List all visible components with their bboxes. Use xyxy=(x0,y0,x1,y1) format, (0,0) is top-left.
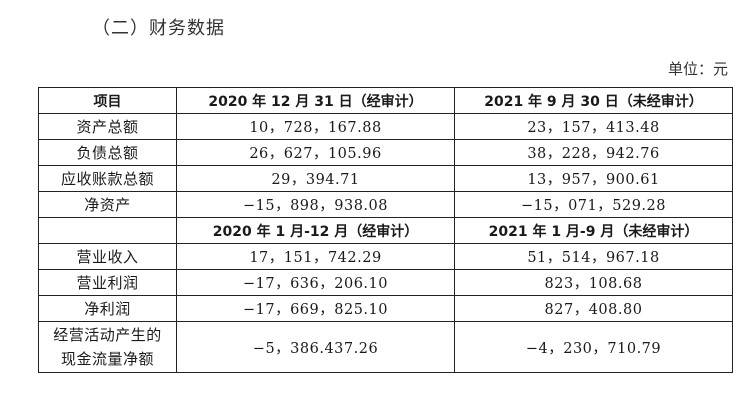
row-value-2: 13，957，900.61 xyxy=(454,165,733,192)
row-value-1: −5，386.437.26 xyxy=(176,321,455,373)
row-label: 净资产 xyxy=(38,191,177,218)
row-value-2: 38，228，942.76 xyxy=(454,139,733,166)
row-label: 营业利润 xyxy=(38,269,177,296)
row-label: 应收账款总额 xyxy=(38,165,177,192)
table-subheader-row: 2020 年 1 月-12 月（经审计） 2021 年 1 月-9 月（未经审计… xyxy=(38,217,733,244)
row-value-2: 51，514，967.18 xyxy=(454,243,733,270)
row-value-2: −15，071，529.28 xyxy=(454,191,733,218)
row-value-1: −17，636，206.10 xyxy=(176,269,455,296)
row-label: 净利润 xyxy=(38,295,177,322)
financial-data-table: 项目 2020 年 12 月 31 日（经审计） 2021 年 9 月 30 日… xyxy=(38,87,733,373)
row-label: 营业收入 xyxy=(38,243,177,270)
table-row: 净资产 −15，898，938.08 −15，071，529.28 xyxy=(38,191,733,218)
table-row: 营业利润 −17，636，206.10 823，108.68 xyxy=(38,269,733,296)
subheader-period-2: 2021 年 1 月-9 月（未经审计） xyxy=(454,217,733,244)
row-label: 负债总额 xyxy=(38,139,177,166)
section-heading: （二）财务数据 xyxy=(92,18,225,39)
row-value-2: 23，157，413.48 xyxy=(454,113,733,140)
row-label-line-1: 经营活动产生的 xyxy=(53,326,162,344)
header-period-1: 2020 年 12 月 31 日（经审计） xyxy=(176,87,455,114)
table-row: 负债总额 26，627，105.96 38，228，942.76 xyxy=(38,139,733,166)
row-label: 经营活动产生的 现金流量净额 xyxy=(38,321,177,373)
row-value-1: −17，669，825.10 xyxy=(176,295,455,322)
table-row: 应收账款总额 29，394.71 13，957，900.61 xyxy=(38,165,733,192)
header-item: 项目 xyxy=(38,87,177,114)
row-label: 资产总额 xyxy=(38,113,177,140)
row-value-1: 26，627，105.96 xyxy=(176,139,455,166)
row-value-1: 17，151，742.29 xyxy=(176,243,455,270)
row-value-2: 823，108.68 xyxy=(454,269,733,296)
row-value-1: 29，394.71 xyxy=(176,165,455,192)
table-row: 净利润 −17，669，825.10 827，408.80 xyxy=(38,295,733,322)
subheader-empty xyxy=(38,217,177,244)
header-period-2: 2021 年 9 月 30 日（未经审计） xyxy=(454,87,733,114)
unit-label: 单位：元 xyxy=(667,60,728,78)
row-value-2: −4，230，710.79 xyxy=(454,321,733,373)
row-value-1: 10，728，167.88 xyxy=(176,113,455,140)
row-label-line-2: 现金流量净额 xyxy=(60,350,154,368)
table-header-row: 项目 2020 年 12 月 31 日（经审计） 2021 年 9 月 30 日… xyxy=(38,87,733,114)
table-row: 营业收入 17，151，742.29 51，514，967.18 xyxy=(38,243,733,270)
table-row: 经营活动产生的 现金流量净额 −5，386.437.26 −4，230，710.… xyxy=(38,321,733,373)
table-row: 资产总额 10，728，167.88 23，157，413.48 xyxy=(38,113,733,140)
subheader-period-1: 2020 年 1 月-12 月（经审计） xyxy=(176,217,455,244)
row-value-2: 827，408.80 xyxy=(454,295,733,322)
row-value-1: −15，898，938.08 xyxy=(176,191,455,218)
